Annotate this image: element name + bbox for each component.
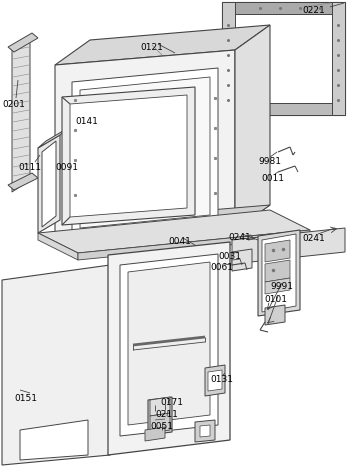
Polygon shape — [12, 38, 30, 192]
Polygon shape — [222, 2, 345, 6]
Polygon shape — [8, 173, 38, 190]
Polygon shape — [72, 68, 218, 236]
Polygon shape — [62, 87, 195, 225]
Text: 0171: 0171 — [160, 398, 183, 407]
Polygon shape — [232, 228, 345, 264]
Text: 0041: 0041 — [168, 237, 191, 246]
Text: 0121: 0121 — [140, 43, 163, 52]
Text: 0111: 0111 — [18, 163, 41, 172]
Polygon shape — [150, 397, 170, 416]
Polygon shape — [38, 233, 78, 260]
Polygon shape — [128, 262, 210, 425]
Text: 0201: 0201 — [2, 100, 25, 109]
Polygon shape — [265, 260, 290, 282]
Text: 0031: 0031 — [218, 252, 241, 261]
Polygon shape — [232, 12, 335, 105]
Polygon shape — [8, 33, 38, 52]
Polygon shape — [145, 427, 165, 441]
Polygon shape — [70, 95, 187, 217]
Polygon shape — [235, 25, 270, 230]
Text: 0211: 0211 — [155, 410, 178, 419]
Polygon shape — [265, 240, 290, 262]
Text: 0051: 0051 — [150, 422, 173, 431]
Text: 9991: 9991 — [270, 282, 293, 291]
Polygon shape — [200, 425, 210, 437]
Polygon shape — [108, 242, 230, 455]
Text: 0241: 0241 — [228, 233, 251, 242]
Polygon shape — [55, 50, 235, 245]
Polygon shape — [205, 365, 225, 396]
Polygon shape — [38, 128, 68, 148]
Polygon shape — [55, 25, 270, 65]
Polygon shape — [38, 135, 60, 233]
Polygon shape — [222, 103, 345, 115]
Polygon shape — [80, 77, 210, 228]
Polygon shape — [222, 2, 235, 115]
Text: 0091: 0091 — [55, 163, 78, 172]
Text: 0101: 0101 — [264, 295, 287, 304]
Polygon shape — [78, 230, 310, 260]
Text: 0061: 0061 — [210, 263, 233, 272]
Polygon shape — [42, 141, 56, 227]
Polygon shape — [265, 305, 285, 325]
Text: 0151: 0151 — [14, 394, 37, 403]
Text: 0221: 0221 — [302, 6, 325, 15]
Polygon shape — [148, 397, 172, 435]
Polygon shape — [232, 249, 252, 271]
Polygon shape — [20, 420, 88, 460]
Polygon shape — [55, 205, 270, 245]
Polygon shape — [150, 413, 170, 433]
Text: 0011: 0011 — [261, 174, 284, 183]
Text: 0141: 0141 — [75, 117, 98, 126]
Polygon shape — [265, 278, 290, 294]
Polygon shape — [258, 230, 300, 316]
Polygon shape — [195, 420, 215, 442]
Text: 0241: 0241 — [302, 234, 325, 243]
Polygon shape — [262, 234, 296, 312]
Polygon shape — [222, 2, 345, 14]
Polygon shape — [208, 370, 222, 391]
Polygon shape — [332, 2, 345, 115]
Text: 0131: 0131 — [210, 375, 233, 384]
Polygon shape — [222, 2, 345, 115]
Polygon shape — [38, 210, 310, 253]
Polygon shape — [120, 254, 218, 436]
Polygon shape — [2, 265, 110, 465]
Text: 9981: 9981 — [258, 157, 281, 166]
